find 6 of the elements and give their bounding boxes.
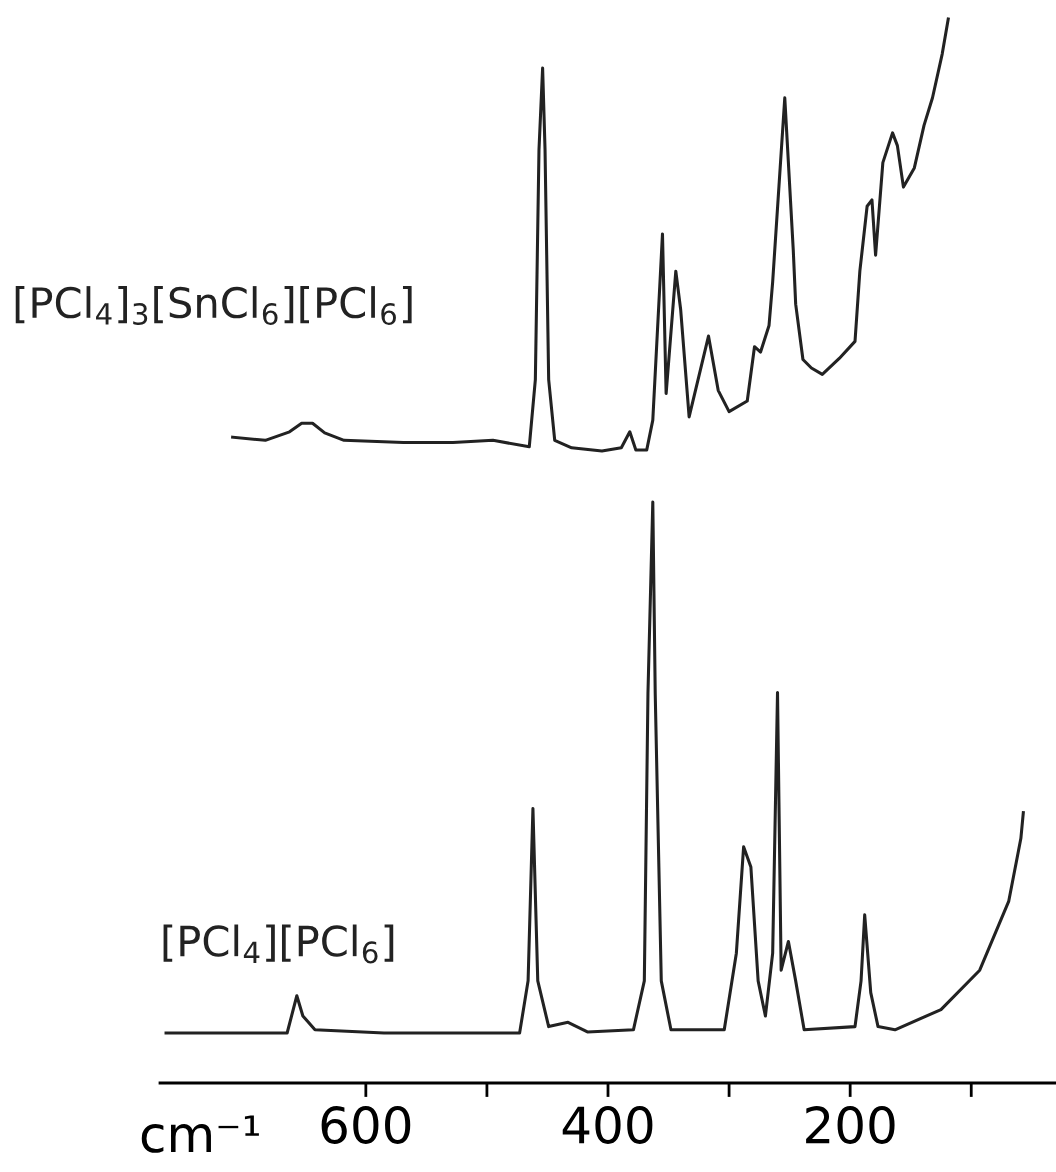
series-label: [PCl$_{4}$][PCl$_{6}$] [163, 924, 394, 964]
x-tick-label: 200 [806, 1106, 895, 1144]
x-tick-label: 600 [321, 1106, 411, 1144]
x-tick-label: 400 [562, 1106, 653, 1144]
text: [PCl$_{4}$]$_{3}$[SnCl$_{6}$][PCl$_{6}$] [15, 286, 412, 326]
x-axis-title: cm⁻¹ [141, 1115, 259, 1153]
